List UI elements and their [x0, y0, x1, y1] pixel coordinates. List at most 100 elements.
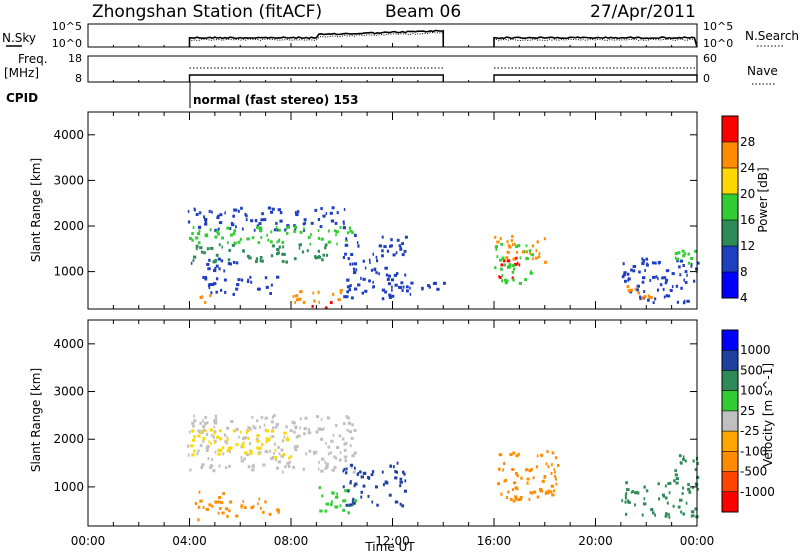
velocity-cell	[277, 460, 282, 464]
power-cell	[403, 249, 407, 253]
power-cell	[318, 255, 320, 258]
velocity-cell	[688, 490, 692, 494]
power-cell	[242, 249, 245, 253]
velocity-cell	[674, 469, 677, 473]
power-cell	[537, 255, 541, 259]
power-cell	[350, 253, 354, 256]
power-cell	[324, 246, 327, 250]
power-cell	[525, 244, 528, 248]
power-cell	[281, 240, 285, 244]
velocity-cell	[283, 435, 286, 439]
velocity-cell	[691, 485, 694, 489]
velocity-cell	[692, 514, 695, 518]
velocity-cell	[212, 469, 216, 473]
power-cell	[319, 255, 322, 259]
power-cell	[256, 226, 260, 230]
velocity-cell	[497, 467, 501, 471]
velocity-cell	[192, 424, 195, 428]
velocity-cell	[318, 467, 320, 471]
power-cell	[687, 261, 691, 265]
power-cell	[283, 252, 286, 256]
power-cell	[279, 211, 283, 215]
velocity-cell	[304, 416, 308, 420]
power-cell	[654, 297, 657, 301]
power-cell	[519, 256, 522, 260]
power-cell	[361, 291, 364, 295]
power-cell	[258, 222, 262, 226]
power-cell	[218, 221, 223, 225]
power-cell	[404, 235, 408, 239]
power-cell	[662, 276, 667, 280]
velocity-cell	[330, 500, 333, 504]
power-cell	[189, 236, 192, 240]
velocity-cell	[384, 481, 389, 485]
velocity-cell	[624, 496, 627, 500]
xtick-label: 00:00	[680, 534, 715, 548]
velocity-cell	[681, 492, 684, 496]
velocity-cell	[245, 431, 248, 435]
power-cell	[342, 256, 345, 259]
velocity-cell	[679, 461, 682, 464]
power-cell	[641, 296, 644, 300]
power-cell	[351, 262, 354, 266]
velocity-cell	[517, 452, 520, 456]
power-cell	[538, 252, 541, 256]
power-cell	[209, 294, 212, 298]
velocity-cell	[287, 465, 291, 468]
power-cell	[312, 291, 315, 295]
power-cell	[241, 227, 244, 231]
power-cell	[208, 209, 211, 213]
velocity-cell	[634, 491, 637, 495]
power-cell	[632, 269, 636, 273]
velocity-cell	[516, 474, 519, 478]
power-cell	[285, 260, 288, 264]
velocity-colorbar-tick-label: -100	[740, 444, 767, 458]
velocity-cell	[511, 488, 514, 492]
power-cell	[355, 268, 358, 272]
velocity-cell	[341, 437, 345, 441]
power-cell	[372, 252, 374, 256]
velocity-cell	[327, 452, 330, 456]
velocity-cell	[205, 429, 207, 433]
velocity-cell	[209, 464, 214, 468]
velocity-cell	[334, 505, 338, 509]
power-cell	[317, 229, 320, 233]
velocity-cell	[352, 470, 356, 474]
velocity-cell	[536, 454, 539, 458]
velocity-cell	[554, 456, 558, 460]
xtick-label: 08:00	[274, 534, 309, 548]
power-cell	[503, 259, 506, 263]
xtick-label: 20:00	[578, 534, 613, 548]
power-cell	[317, 249, 320, 253]
power-cell	[346, 231, 350, 235]
power-cell	[676, 257, 679, 261]
velocity-cell	[314, 450, 318, 454]
power-cell	[391, 285, 393, 289]
velocity-cell	[344, 499, 347, 503]
velocity-cell	[696, 487, 699, 491]
power-cell	[215, 230, 219, 234]
power-cell	[256, 224, 259, 228]
power-cell	[317, 236, 320, 240]
power-cell	[267, 206, 272, 210]
power-cell	[278, 239, 281, 243]
power-cell	[529, 252, 532, 255]
power-cell	[227, 262, 231, 265]
velocity-cell	[280, 448, 284, 452]
velocity-cell	[515, 472, 518, 475]
velocity-cell	[201, 463, 205, 467]
power-cell	[223, 278, 227, 282]
power-cell	[215, 259, 218, 263]
velocity-cell	[536, 495, 540, 499]
velocity-cell	[690, 514, 693, 518]
velocity-cell	[274, 448, 277, 452]
power-cell	[626, 285, 630, 289]
velocity-cell	[514, 497, 518, 501]
power-cell	[218, 267, 221, 271]
power-cell	[195, 244, 199, 248]
power-cell	[262, 218, 267, 222]
velocity-cell	[662, 494, 666, 498]
velocity-cell	[265, 437, 269, 441]
velocity-cell	[214, 414, 218, 418]
frequency-line-1	[493, 74, 698, 82]
